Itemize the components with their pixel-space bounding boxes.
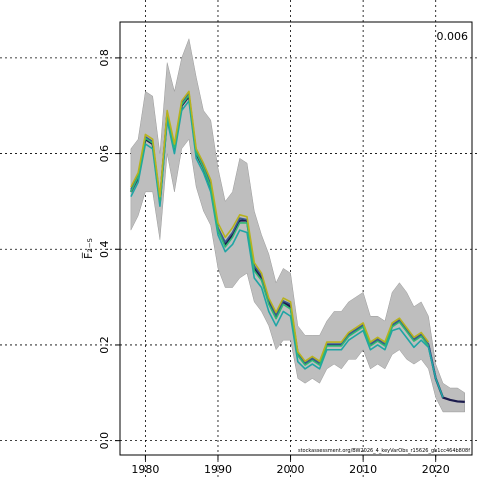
x-tick-label: 2020 <box>422 463 450 476</box>
confidence-band <box>130 37 465 413</box>
corner-value-label: 0.006 <box>437 30 469 43</box>
y-tick-label: 0.0 <box>98 432 111 450</box>
x-axis: 1980 1990 2000 2010 2020 <box>131 455 450 476</box>
series-line-5 <box>130 90 430 363</box>
series-line-3 <box>130 100 444 398</box>
y-tick-label: 0.8 <box>98 49 111 66</box>
y-axis: 0.0 0.2 0.4 0.6 0.8 <box>98 49 120 449</box>
y-tick-label: 0.2 <box>98 336 111 354</box>
x-tick-label: 1990 <box>204 463 232 476</box>
x-tick-label: 2010 <box>349 463 377 476</box>
x-tick-label: 1980 <box>131 463 159 476</box>
x-tick-label: 2000 <box>277 463 305 476</box>
plot-frame <box>119 21 473 456</box>
confidence-band-area <box>130 37 465 413</box>
y-tick-label: 0.6 <box>98 145 111 163</box>
y-axis-label: F̅₂₋₅ <box>82 238 95 259</box>
footer-note: stockassessment.org/BW2026_4_keyVarObs_r… <box>298 448 470 454</box>
y-tick-label: 0.4 <box>98 241 111 259</box>
series-lines <box>129 90 465 403</box>
